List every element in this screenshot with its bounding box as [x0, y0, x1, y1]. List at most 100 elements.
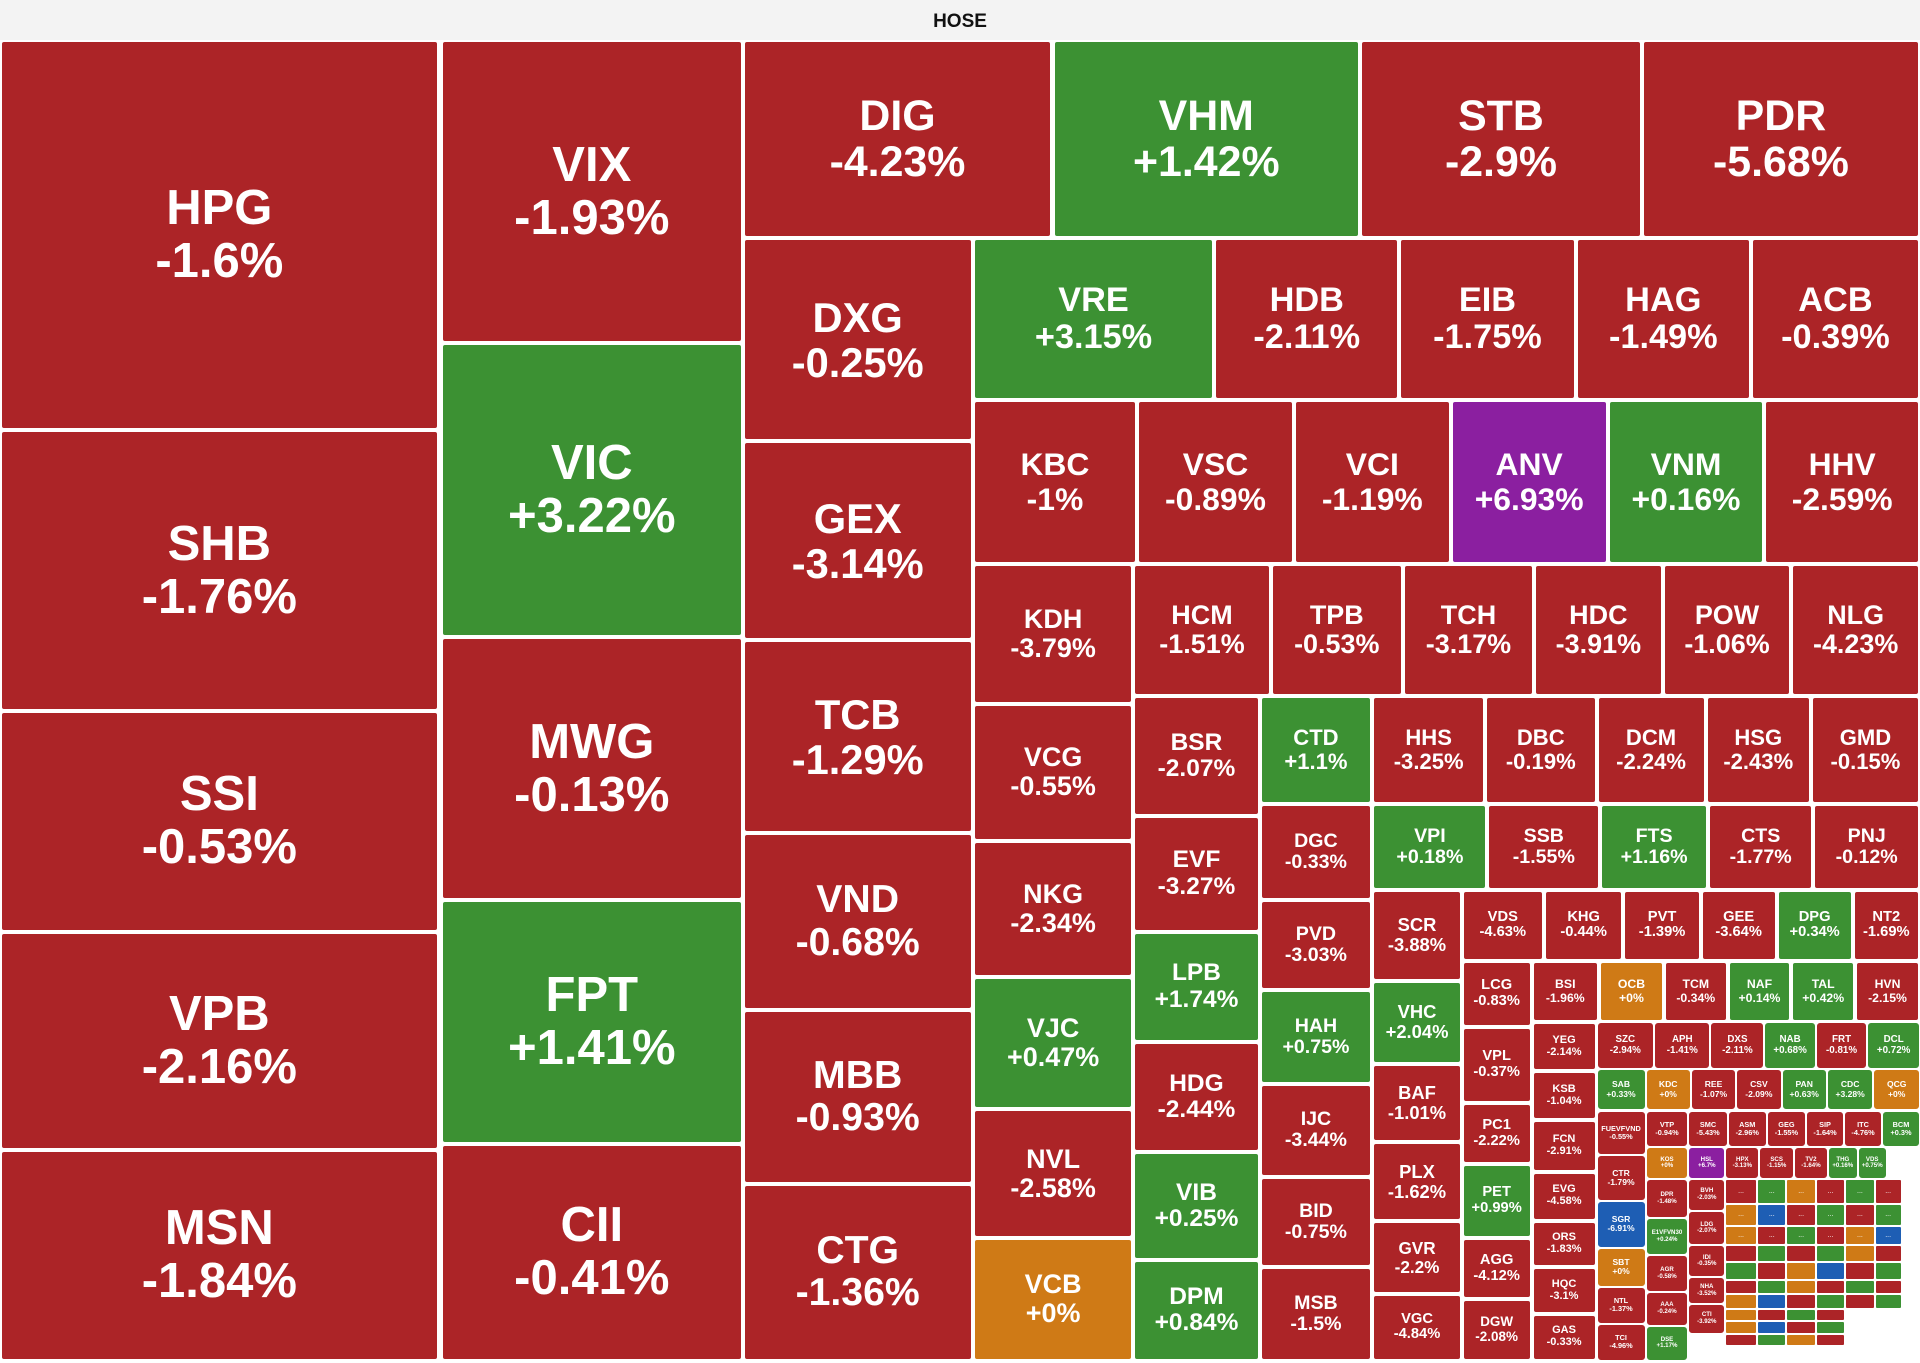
micro-stock-tile[interactable]	[1757, 1309, 1787, 1322]
stock-tile-vhm[interactable]: VHM +1.42%	[1052, 40, 1361, 238]
stock-tile-dbc[interactable]: DBC -0.19%	[1485, 696, 1597, 805]
stock-tile-tpb[interactable]: TPB -0.53%	[1270, 563, 1403, 697]
micro-stock-tile[interactable]: ...	[1725, 1225, 1758, 1246]
stock-tile-agr[interactable]: AGR -0.58%	[1645, 1255, 1689, 1292]
stock-tile-dig[interactable]: DIG -4.23%	[742, 40, 1053, 238]
stock-tile-nab[interactable]: NAB +0.68%	[1764, 1022, 1816, 1069]
micro-stock-tile[interactable]	[1757, 1245, 1787, 1263]
stock-tile-vpb[interactable]: VPB -2.16%	[0, 931, 439, 1150]
stock-tile-baf[interactable]: BAF -1.01%	[1372, 1063, 1462, 1143]
micro-stock-tile[interactable]	[1757, 1279, 1787, 1295]
stock-tile-hag[interactable]: HAG -1.49%	[1575, 237, 1751, 400]
stock-tile-hdg[interactable]: HDG -2.44%	[1133, 1041, 1260, 1153]
micro-stock-tile[interactable]: ...	[1786, 1179, 1816, 1204]
micro-stock-tile[interactable]: ...	[1815, 1179, 1846, 1204]
micro-stock-tile[interactable]	[1786, 1279, 1816, 1295]
stock-tile-ssi[interactable]: SSI -0.53%	[0, 710, 439, 932]
micro-stock-tile[interactable]	[1786, 1309, 1816, 1322]
stock-tile-shb[interactable]: SHB -1.76%	[0, 430, 439, 711]
stock-tile-pow[interactable]: POW -1.06%	[1662, 563, 1792, 697]
stock-tile-cii[interactable]: CII -0.41%	[441, 1143, 743, 1361]
micro-stock-tile[interactable]	[1725, 1294, 1758, 1310]
micro-stock-tile[interactable]: ...	[1874, 1179, 1902, 1204]
micro-stock-tile[interactable]	[1815, 1245, 1846, 1263]
stock-tile-ctg[interactable]: CTG -1.36%	[742, 1184, 973, 1361]
stock-tile-geg[interactable]: GEG -1.55%	[1766, 1110, 1807, 1148]
stock-tile-kbc[interactable]: KBC -1%	[972, 399, 1138, 564]
micro-stock-tile[interactable]	[1815, 1294, 1846, 1310]
stock-tile-thg[interactable]: THG +0.16%	[1828, 1147, 1858, 1180]
stock-tile-tch[interactable]: TCH -3.17%	[1402, 563, 1535, 697]
stock-tile-dcl[interactable]: DCL +0.72%	[1867, 1022, 1920, 1069]
stock-tile-hqc[interactable]: HQC -3.1%	[1531, 1267, 1597, 1314]
micro-stock-tile[interactable]	[1845, 1294, 1875, 1310]
stock-tile-vds[interactable]: VDS -4.63%	[1461, 889, 1544, 961]
micro-stock-tile[interactable]: ...	[1757, 1179, 1787, 1204]
stock-tile-nt2[interactable]: NT2 -1.69%	[1852, 889, 1920, 961]
stock-tile-vic[interactable]: VIC +3.22%	[441, 343, 743, 638]
stock-tile-anv[interactable]: ANV +6.93%	[1450, 399, 1608, 564]
stock-tile-hhs[interactable]: HHS -3.25%	[1372, 696, 1486, 805]
stock-tile-pnj[interactable]: PNJ -0.12%	[1813, 804, 1920, 890]
micro-stock-tile[interactable]	[1725, 1245, 1758, 1263]
stock-tile-gex[interactable]: GEX -3.14%	[742, 441, 973, 640]
stock-tile-eib[interactable]: EIB -1.75%	[1399, 237, 1576, 400]
stock-tile-msb[interactable]: MSB -1.5%	[1259, 1267, 1373, 1361]
stock-tile-evf[interactable]: EVF -3.27%	[1133, 816, 1260, 932]
micro-stock-tile[interactable]: ...	[1725, 1203, 1758, 1226]
stock-tile-vcg[interactable]: VCG -0.55%	[972, 703, 1134, 841]
stock-tile-ijc[interactable]: IJC -3.44%	[1259, 1083, 1373, 1177]
micro-stock-tile[interactable]	[1725, 1309, 1758, 1322]
stock-tile-tal[interactable]: TAL +0.42%	[1791, 960, 1856, 1023]
stock-tile-msn[interactable]: MSN -1.84%	[0, 1149, 439, 1361]
stock-tile-nha[interactable]: NHA -3.52%	[1688, 1277, 1726, 1305]
micro-stock-tile[interactable]: ...	[1757, 1225, 1787, 1246]
stock-tile-vpl[interactable]: VPL -0.37%	[1461, 1027, 1532, 1104]
stock-tile-itc[interactable]: ITC -4.76%	[1844, 1110, 1882, 1148]
stock-tile-tcm[interactable]: TCM -0.34%	[1663, 960, 1728, 1023]
stock-tile-dxg[interactable]: DXG -0.25%	[742, 237, 973, 442]
stock-tile-vtp[interactable]: VTP -0.94%	[1645, 1110, 1689, 1148]
micro-stock-tile[interactable]: ...	[1845, 1203, 1875, 1226]
stock-tile-ors[interactable]: ORS -1.83%	[1531, 1220, 1597, 1268]
stock-tile-pan[interactable]: PAN +0.63%	[1781, 1068, 1827, 1111]
stock-tile-csv[interactable]: CSV -2.09%	[1736, 1068, 1782, 1111]
stock-tile-kos[interactable]: KOS +0%	[1645, 1147, 1689, 1180]
stock-tile-vjc[interactable]: VJC +0.47%	[972, 976, 1134, 1110]
stock-tile-bsi[interactable]: BSI -1.96%	[1531, 960, 1599, 1023]
stock-tile-e1vfvn30[interactable]: E1VFVN30 +0.24%	[1645, 1218, 1689, 1256]
stock-tile-pvt[interactable]: PVT -1.39%	[1623, 889, 1701, 961]
stock-tile-pdr[interactable]: PDR -5.68%	[1641, 40, 1920, 238]
micro-stock-tile[interactable]	[1757, 1333, 1787, 1346]
stock-tile-mwg[interactable]: MWG -0.13%	[441, 637, 743, 900]
stock-tile-vnd[interactable]: VND -0.68%	[742, 833, 973, 1010]
stock-tile-fcn[interactable]: FCN -2.91%	[1531, 1120, 1597, 1172]
micro-stock-tile[interactable]	[1786, 1245, 1816, 1263]
stock-tile-aaa[interactable]: AAA -0.24%	[1645, 1291, 1689, 1327]
stock-tile-vnm[interactable]: VNM +0.16%	[1607, 399, 1765, 564]
stock-tile-dpm[interactable]: DPM +0.84%	[1133, 1260, 1260, 1361]
stock-tile-fts[interactable]: FTS +1.16%	[1600, 804, 1709, 890]
stock-tile-sip[interactable]: SIP -1.64%	[1806, 1110, 1845, 1148]
stock-tile-ksb[interactable]: KSB -1.04%	[1531, 1071, 1597, 1121]
micro-stock-tile[interactable]	[1757, 1321, 1787, 1334]
micro-stock-tile[interactable]	[1786, 1294, 1816, 1310]
stock-tile-ntl[interactable]: NTL -1.37%	[1596, 1287, 1646, 1324]
stock-tile-smc[interactable]: SMC -5.43%	[1688, 1110, 1728, 1148]
micro-stock-tile[interactable]	[1815, 1309, 1846, 1322]
stock-tile-evg[interactable]: EVG -4.58%	[1531, 1171, 1597, 1221]
stock-tile-nkg[interactable]: NKG -2.34%	[972, 840, 1134, 977]
stock-tile-lpb[interactable]: LPB +1.74%	[1133, 931, 1260, 1042]
micro-stock-tile[interactable]: ...	[1845, 1225, 1875, 1246]
stock-tile-gee[interactable]: GEE -3.64%	[1700, 889, 1777, 961]
stock-tile-tci[interactable]: TCI -4.96%	[1596, 1323, 1646, 1361]
stock-tile-hvn[interactable]: HVN -2.15%	[1855, 960, 1920, 1023]
stock-tile-vds[interactable]: VDS +0.75%	[1857, 1147, 1887, 1180]
stock-tile-fuevfvnd[interactable]: FUEVFVND -0.55%	[1596, 1110, 1646, 1155]
stock-tile-mbb[interactable]: MBB -0.93%	[742, 1009, 973, 1185]
stock-tile-hpg[interactable]: HPG -1.6%	[0, 40, 439, 431]
micro-stock-tile[interactable]	[1845, 1245, 1875, 1263]
stock-tile-dxs[interactable]: DXS -2.11%	[1710, 1022, 1765, 1069]
stock-tile-lcg[interactable]: LCG -0.83%	[1461, 960, 1532, 1028]
micro-stock-tile[interactable]: ...	[1786, 1203, 1816, 1226]
